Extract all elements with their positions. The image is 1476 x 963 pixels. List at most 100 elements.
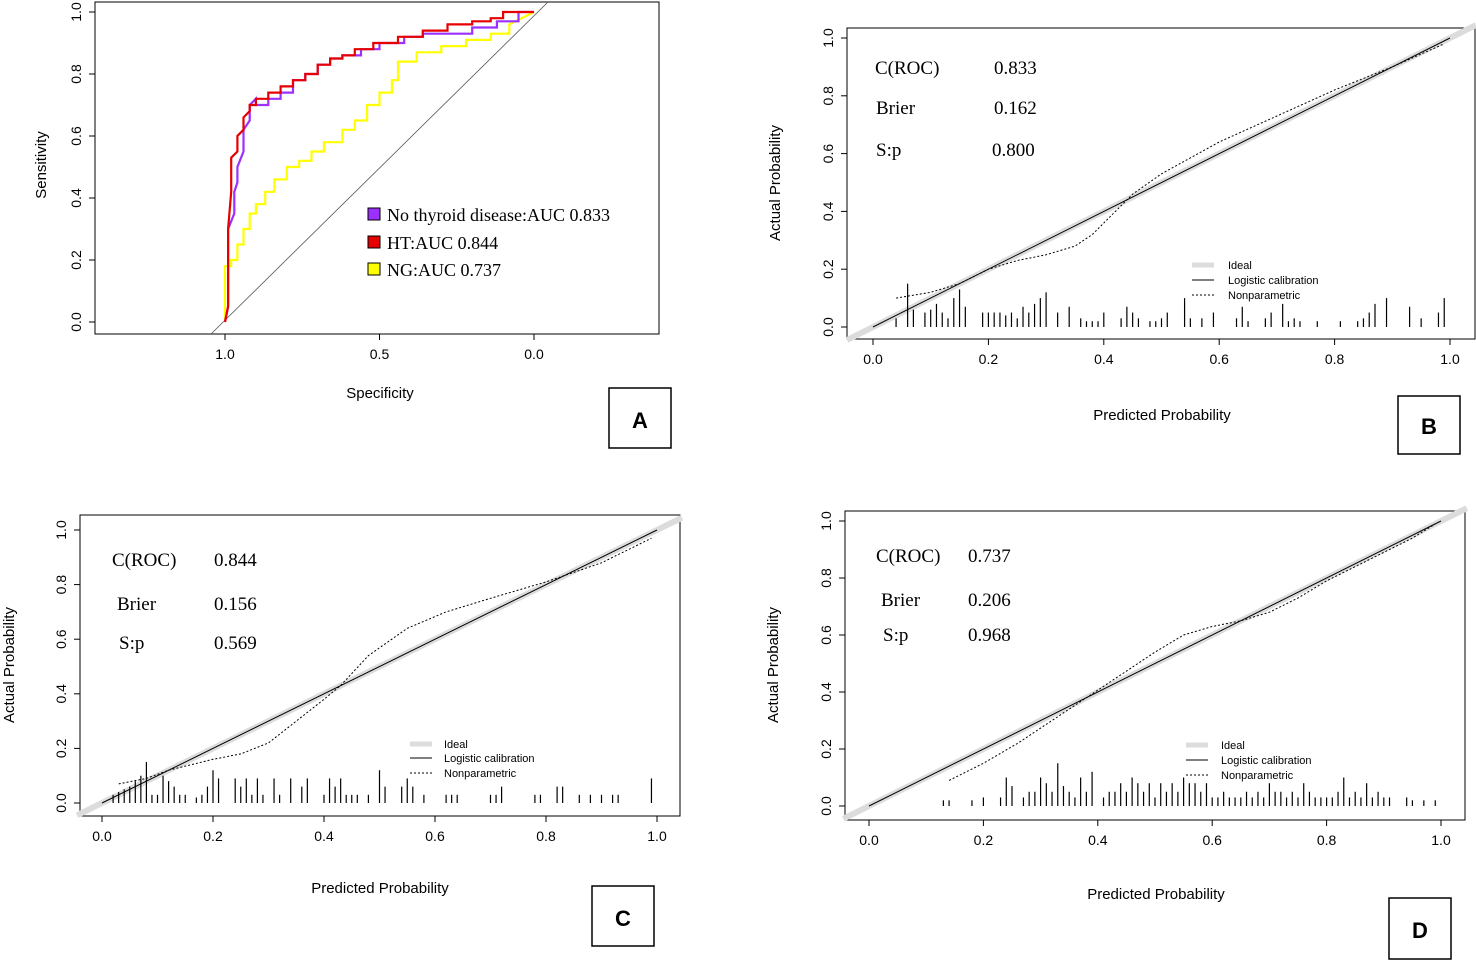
panel-c-label: C <box>615 906 631 931</box>
y-tick-label: 0.8 <box>53 575 69 595</box>
y-tick-label: 1.0 <box>820 28 836 48</box>
nonparametric-line <box>948 523 1436 781</box>
panel-d-stats: C(ROC) 0.737 Brier 0.206 S:p 0.968 <box>876 546 1011 646</box>
panel-b-y-label: Actual Probability <box>767 125 784 241</box>
y-tick-label: 0.2 <box>68 250 84 270</box>
stat-sp-value: 0.569 <box>214 633 257 654</box>
x-tick-label: 0.4 <box>1088 832 1108 848</box>
panel-b-stats: C(ROC) 0.833 Brier 0.162 S:p 0.800 <box>875 58 1037 161</box>
panel-d-label-box <box>1388 897 1452 960</box>
legend-label-ng: NG:AUC 0.737 <box>387 260 501 280</box>
legend-logistic-label: Logistic calibration <box>1221 755 1312 767</box>
legend-swatch-ng <box>367 262 381 276</box>
stat-sp-value: 0.968 <box>968 625 1011 646</box>
y-tick-label: 0.0 <box>820 317 836 337</box>
panel-d-y-label: Actual Probability <box>765 607 782 723</box>
legend-nonparam-label: Nonparametric <box>1221 770 1294 782</box>
panel-a-y-label: Sensitivity <box>33 131 50 199</box>
logistic-calibration-line <box>872 37 1451 328</box>
y-tick-label: 0.4 <box>53 684 69 704</box>
x-tick-label: 0.0 <box>859 832 879 848</box>
y-tick-label: 0.8 <box>820 86 836 106</box>
x-tick-label: 0.0 <box>524 346 544 362</box>
panel-b-legend: Ideal Logistic calibration Nonparametric <box>1192 260 1319 302</box>
panel-a: 0.0 0.2 0.4 0.6 0.8 1.0 1.0 0.5 0.0 Sensitivity… <box>33 1 672 449</box>
stat-sp-label: S:p <box>119 633 144 654</box>
panel-c: 0.0 0.2 0.4 0.6 0.8 1.0 0.0 0.2 0.4 0.6 0.8 1.0 Ac… <box>1 514 684 947</box>
x-tick-label: 1.0 <box>1440 351 1460 367</box>
stat-brier-label: Brier <box>881 590 921 611</box>
y-tick-label: 0.0 <box>53 793 69 813</box>
stat-brier-value: 0.206 <box>968 590 1011 611</box>
stat-brier-value: 0.162 <box>994 98 1037 119</box>
x-tick-label: 0.5 <box>370 346 390 362</box>
y-tick-label: 1.0 <box>818 511 834 531</box>
legend-label-ht: HT:AUC 0.844 <box>387 233 498 253</box>
panel-b-label-box <box>1397 395 1461 455</box>
x-tick-label: 0.4 <box>1094 351 1114 367</box>
y-tick-label: 0.0 <box>818 796 834 816</box>
legend-ideal-label: Ideal <box>444 739 468 751</box>
y-tick-label: 0.6 <box>53 629 69 649</box>
stat-croc-value: 0.737 <box>968 546 1011 567</box>
panel-a-chance-line <box>210 1 549 335</box>
panel-a-label: A <box>632 408 648 433</box>
x-tick-label: 0.8 <box>1317 832 1337 848</box>
x-tick-label: 0.8 <box>536 828 556 844</box>
x-tick-label: 0.0 <box>92 828 112 844</box>
stat-sp-value: 0.800 <box>992 140 1035 161</box>
panel-d-x-label: Predicted Probability <box>1087 886 1225 903</box>
nonparametric-line <box>896 43 1445 299</box>
x-tick-label: 0.2 <box>203 828 223 844</box>
y-tick-label: 0.6 <box>820 144 836 164</box>
legend-label-no-thyroid: No thyroid disease:AUC 0.833 <box>387 205 610 225</box>
stat-brier-label: Brier <box>876 98 916 119</box>
x-tick-label: 0.0 <box>863 351 883 367</box>
nonparametric-line <box>118 537 652 785</box>
panel-d: 0.0 0.2 0.4 0.6 0.8 1.0 0.0 0.2 0.4 0.6 0.8 1.0 Ac… <box>765 505 1469 960</box>
x-tick-label: 1.0 <box>1431 832 1451 848</box>
panel-a-legend: No thyroid disease:AUC 0.833 HT:AUC 0.84… <box>367 205 610 280</box>
x-tick-label: 0.6 <box>1202 832 1222 848</box>
panel-c-stats: C(ROC) 0.844 Brier 0.156 S:p 0.569 <box>112 550 257 654</box>
x-tick-label: 0.2 <box>974 832 994 848</box>
panel-d-legend: Ideal Logistic calibration Nonparametric <box>1186 740 1312 782</box>
logistic-calibration-line <box>101 529 658 804</box>
y-tick-label: 0.8 <box>818 568 834 588</box>
x-tick-label: 1.0 <box>647 828 667 844</box>
legend-swatch-ht <box>367 235 381 249</box>
panel-b-x-label: Predicted Probability <box>1093 407 1231 424</box>
x-tick-label: 0.6 <box>425 828 445 844</box>
panel-a-plot-frame <box>94 1 660 335</box>
x-tick-label: 0.8 <box>1325 351 1345 367</box>
roc-curve-ng <box>223 11 535 322</box>
y-tick-label: 0.0 <box>68 312 84 332</box>
logistic-calibration-line <box>868 520 1442 807</box>
stat-croc-value: 0.844 <box>214 550 257 571</box>
panel-a-label-box <box>608 387 672 449</box>
y-tick-label: 1.0 <box>68 2 84 22</box>
stat-croc-label: C(ROC) <box>876 546 940 567</box>
panel-c-label-box <box>591 885 655 947</box>
y-tick-label: 0.8 <box>68 64 84 84</box>
x-tick-label: 0.6 <box>1209 351 1229 367</box>
y-tick-label: 0.4 <box>68 188 84 208</box>
x-tick-label: 0.2 <box>979 351 999 367</box>
stat-croc-label: C(ROC) <box>875 58 939 79</box>
y-tick-label: 1.0 <box>53 520 69 540</box>
legend-ideal-label: Ideal <box>1228 260 1252 272</box>
y-tick-label: 0.2 <box>818 739 834 759</box>
stat-sp-label: S:p <box>883 625 908 646</box>
y-tick-label: 0.4 <box>818 682 834 702</box>
panel-d-label: D <box>1412 918 1428 943</box>
x-tick-label: 1.0 <box>215 346 235 362</box>
panel-c-x-label: Predicted Probability <box>311 880 449 897</box>
roc-curve-ht <box>223 10 534 323</box>
legend-logistic-label: Logistic calibration <box>1228 275 1319 287</box>
stat-sp-label: S:p <box>876 140 901 161</box>
legend-nonparam-label: Nonparametric <box>444 768 517 780</box>
y-tick-label: 0.2 <box>820 259 836 279</box>
legend-logistic-label: Logistic calibration <box>444 753 535 765</box>
y-tick-label: 0.2 <box>53 738 69 758</box>
